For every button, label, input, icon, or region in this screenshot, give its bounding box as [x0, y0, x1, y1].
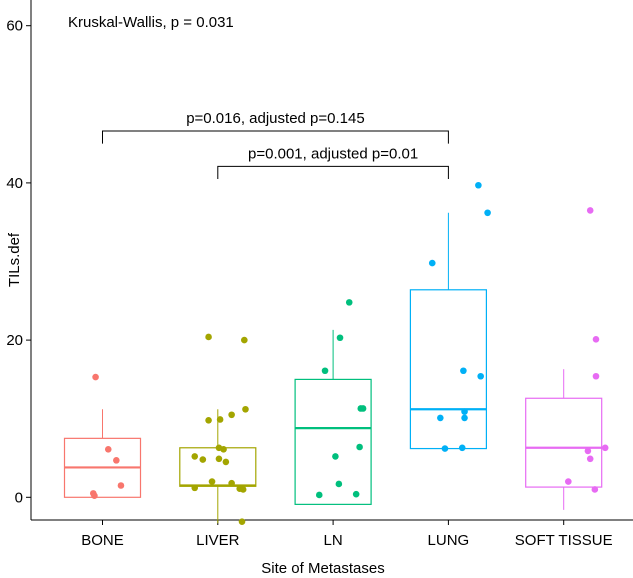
data-point — [222, 458, 230, 466]
data-point — [356, 443, 363, 451]
box-bone — [63, 409, 142, 498]
data-point — [592, 336, 600, 343]
data-point — [315, 491, 323, 499]
data-point — [205, 416, 212, 424]
data-point — [89, 490, 97, 497]
data-point — [117, 482, 125, 489]
data-point — [241, 336, 248, 344]
data-point — [199, 456, 207, 463]
data-point — [565, 478, 572, 485]
data-point — [335, 480, 343, 488]
axes: 0 20 40 60 BONE LIVER LN LUNG SOFT TISSUE — [6, 0, 633, 549]
y-tick-label: 60 — [6, 18, 23, 35]
data-point — [191, 453, 199, 460]
data-point — [345, 299, 353, 306]
data-point — [592, 372, 600, 380]
data-point — [441, 445, 449, 452]
boxes — [63, 212, 603, 524]
box-iqr — [179, 447, 257, 487]
comparison-brackets: p=0.016, adjusted p=0.145 p=0.001, adjust… — [102, 110, 449, 179]
data-point — [92, 373, 99, 381]
data-point — [586, 455, 594, 463]
box-ln — [294, 329, 372, 505]
data-point — [601, 444, 609, 452]
box-liver — [179, 409, 257, 524]
data-point — [352, 490, 360, 498]
data-point — [461, 414, 468, 422]
y-tick-label: 40 — [6, 175, 23, 192]
data-point — [428, 259, 436, 267]
y-tick-label: 20 — [6, 332, 23, 349]
data-point — [215, 455, 223, 463]
data-point — [104, 446, 112, 453]
data-point — [113, 457, 120, 464]
x-tick-label: LIVER — [196, 532, 240, 549]
data-point — [458, 444, 466, 452]
data-point — [228, 479, 235, 487]
bracket-bone-vs-lung: p=0.016, adjusted p=0.145 — [102, 110, 449, 144]
data-point — [228, 411, 235, 419]
data-point — [205, 333, 212, 341]
data-point — [332, 453, 339, 460]
bracket-liver-vs-lung: p=0.001, adjusted p=0.01 — [217, 145, 449, 179]
y-tick-label: 0 — [15, 489, 23, 506]
x-tick-label: BONE — [81, 532, 124, 549]
kruskal-wallis-annotation: Kruskal-Wallis, p = 0.031 — [68, 14, 234, 31]
data-point — [191, 484, 199, 492]
box-soft-tissue — [525, 369, 603, 510]
data-point — [336, 334, 344, 342]
data-point — [584, 447, 592, 455]
box-iqr — [525, 397, 603, 488]
data-point — [239, 486, 247, 493]
data-point — [461, 408, 468, 415]
data-point — [208, 478, 216, 485]
box-iqr — [294, 378, 372, 505]
x-tick-label: LN — [324, 532, 343, 549]
bracket-label: p=0.016, adjusted p=0.145 — [186, 110, 365, 127]
data-point — [238, 518, 246, 525]
data-point — [216, 416, 224, 423]
data-point — [477, 372, 484, 380]
data-point — [437, 414, 444, 422]
bracket-label: p=0.001, adjusted p=0.01 — [248, 145, 418, 162]
data-point — [460, 367, 467, 375]
x-axis-title: Site of Metastases — [261, 560, 384, 577]
box-iqr — [409, 289, 487, 450]
data-point — [484, 209, 491, 217]
data-point — [321, 367, 329, 375]
data-point — [591, 486, 599, 493]
x-tick-label: LUNG — [428, 532, 470, 549]
x-tick-label: SOFT TISSUE — [515, 532, 613, 549]
bracket-line — [217, 165, 449, 179]
data-points — [89, 181, 609, 525]
data-point — [586, 207, 594, 214]
data-point — [475, 181, 482, 189]
data-point — [357, 405, 365, 412]
bracket-line — [102, 130, 449, 144]
data-point — [220, 446, 227, 453]
y-axis-title: TILs.def — [6, 232, 23, 287]
box-lung — [409, 212, 487, 450]
data-point — [242, 405, 249, 413]
